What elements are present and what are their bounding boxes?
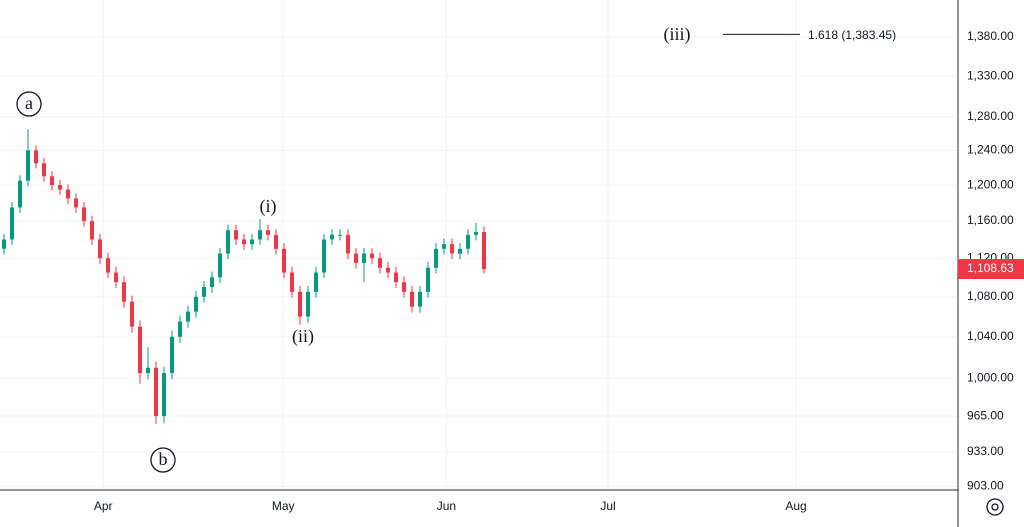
candle-body xyxy=(202,287,206,297)
y-tick-label: 1,330.00 xyxy=(967,68,1014,82)
candle-body xyxy=(386,267,390,273)
annotation-circle xyxy=(150,447,176,473)
candle-body xyxy=(42,163,46,177)
candle-body xyxy=(314,272,318,292)
candle-body xyxy=(178,321,182,337)
candle-body xyxy=(186,311,190,322)
candle-body xyxy=(130,301,134,327)
candle-body xyxy=(218,253,222,278)
candle-body xyxy=(402,282,406,292)
candle-body xyxy=(74,198,78,208)
candle-body xyxy=(1,239,6,249)
last-price-label: 1,108.63 xyxy=(967,261,1014,275)
candle-body xyxy=(98,239,102,259)
candle-body xyxy=(370,253,374,259)
candle-body xyxy=(466,234,470,249)
candle-body xyxy=(34,150,38,164)
candle-body xyxy=(226,230,230,254)
candle-body xyxy=(26,150,30,181)
x-tick-label: Apr xyxy=(94,499,113,513)
candle-body xyxy=(162,373,166,417)
candle-body xyxy=(410,291,414,307)
candle-body xyxy=(298,291,302,317)
candle-body xyxy=(106,258,110,273)
y-tick-label: 933.00 xyxy=(967,444,1004,458)
settings-hub xyxy=(991,503,999,511)
candle-body xyxy=(354,253,358,263)
grid-layer xyxy=(0,0,958,490)
y-tick-label: 903.00 xyxy=(967,479,1004,493)
candle-body xyxy=(266,230,270,235)
x-tick-label: Jun xyxy=(437,499,456,513)
candle-body xyxy=(194,296,198,312)
candle-body xyxy=(50,176,54,186)
candle-body xyxy=(170,336,174,374)
candle-body xyxy=(394,272,398,283)
candle-body xyxy=(474,232,478,235)
candle-body xyxy=(18,180,22,208)
candle-body xyxy=(442,244,446,249)
y-tick-label: 1,000.00 xyxy=(967,371,1014,385)
candle-body xyxy=(306,291,310,317)
candle-body xyxy=(290,272,294,292)
y-tick-label: 1,240.00 xyxy=(967,143,1014,157)
candle-body xyxy=(330,234,334,240)
candle-body xyxy=(450,244,454,254)
candle-body xyxy=(146,367,150,374)
candle-body xyxy=(10,207,14,240)
candle-body xyxy=(242,239,246,245)
candle-body xyxy=(210,277,214,288)
x-tick-label: May xyxy=(272,499,295,513)
y-tick-label: 1,200.00 xyxy=(967,177,1014,191)
candle-body xyxy=(138,326,142,374)
candle-body xyxy=(234,230,238,240)
y-tick-label: 1,280.00 xyxy=(967,109,1014,123)
x-tick-label: Aug xyxy=(785,499,806,513)
candle-body xyxy=(114,272,118,283)
candle-body xyxy=(362,253,366,263)
candle-body xyxy=(458,248,462,254)
candle-body xyxy=(274,234,278,249)
candle-body xyxy=(322,239,326,273)
candle-body xyxy=(346,234,350,254)
candle-body xyxy=(418,291,422,307)
y-tick-label: 1,160.00 xyxy=(967,213,1014,227)
candle-body xyxy=(426,267,430,292)
candle-layer xyxy=(1,129,486,424)
wave-label: (i) xyxy=(260,196,277,217)
candle-body xyxy=(122,282,126,302)
wave-label: b xyxy=(159,449,168,469)
candle-body xyxy=(338,234,342,236)
y-tick-label: 965.00 xyxy=(967,408,1004,422)
candle-body xyxy=(90,221,94,240)
candle-body xyxy=(378,258,382,268)
wave-label: a xyxy=(25,93,33,113)
annotation-circle xyxy=(16,91,42,117)
candle-body xyxy=(154,367,158,417)
candle-body xyxy=(434,248,438,268)
candle-body xyxy=(258,230,262,240)
settings-icon[interactable] xyxy=(986,498,1004,516)
candle-body xyxy=(58,185,62,190)
last-price-box xyxy=(958,259,1024,280)
settings-ring xyxy=(986,498,1004,516)
candle-body xyxy=(250,239,254,245)
y-tick-label: 1,040.00 xyxy=(967,329,1014,343)
candle-body xyxy=(66,189,70,199)
x-tick-label: Jul xyxy=(600,499,615,513)
wave-label: (ii) xyxy=(292,326,314,347)
fib-level-label: 1.618 (1,383.45) xyxy=(808,28,896,42)
y-tick-label: 1,080.00 xyxy=(967,289,1014,303)
fib-wave-label: (iii) xyxy=(664,24,691,45)
y-tick-label: 1,380.00 xyxy=(967,29,1014,43)
candle-body xyxy=(482,232,486,270)
candle-body xyxy=(82,207,86,222)
candle-body xyxy=(282,248,286,273)
